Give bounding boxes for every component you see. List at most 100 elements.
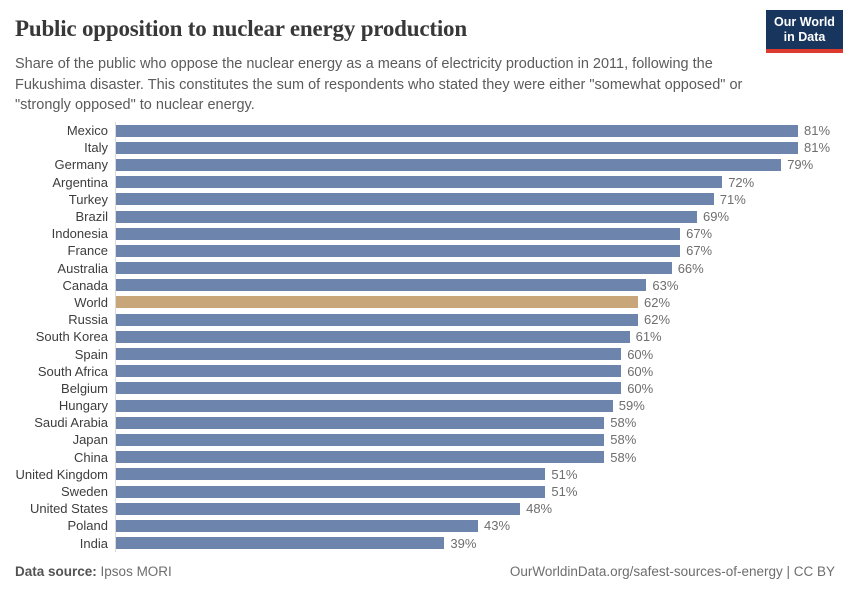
bar-track: 58% — [115, 448, 835, 466]
bar-value: 43% — [484, 518, 511, 534]
bar — [116, 451, 605, 464]
row-label: World — [74, 294, 108, 310]
row-label: Mexico — [66, 123, 108, 139]
bar-track: 48% — [115, 500, 835, 518]
chart-row: Poland 43% — [15, 517, 835, 535]
bar — [116, 227, 681, 240]
bar-track: 71% — [115, 190, 835, 208]
bar-track: 81% — [115, 122, 835, 140]
row-label: Brazil — [75, 209, 108, 225]
row-label: France — [67, 243, 108, 259]
row-label: Belgium — [61, 380, 108, 396]
bar-track: 62% — [115, 311, 835, 329]
bar — [116, 399, 613, 412]
row-label: Spain — [74, 346, 108, 362]
bar-track: 60% — [115, 345, 835, 363]
bar — [116, 279, 647, 292]
bar — [116, 519, 478, 532]
bar — [116, 365, 622, 378]
bar-value: 51% — [551, 484, 578, 500]
row-label: South Korea — [35, 329, 108, 345]
row-label: India — [79, 535, 108, 551]
bar-track: 67% — [115, 225, 835, 243]
bar — [116, 141, 798, 154]
chart-row: Brazil 69% — [15, 207, 835, 226]
bar — [116, 210, 697, 223]
chart-row: China 58% — [15, 448, 835, 466]
row-label: Poland — [67, 518, 108, 534]
bar — [116, 158, 782, 171]
bar-track: 62% — [115, 293, 835, 312]
chart-row: Germany 79% — [15, 156, 835, 174]
bar-value: 58% — [610, 415, 637, 431]
bar-value: 62% — [644, 294, 671, 310]
chart-row: World 62% — [15, 293, 835, 312]
bar-track: 72% — [115, 173, 835, 191]
bar-track: 59% — [115, 397, 835, 415]
bar-track: 66% — [115, 259, 835, 277]
bar — [116, 244, 681, 257]
bar-value: 61% — [635, 329, 662, 345]
bar-track: 39% — [115, 534, 835, 552]
row-label: Sweden — [61, 484, 108, 500]
bar-track: 60% — [115, 379, 835, 397]
bar — [116, 193, 714, 206]
chart-row: Indonesia 67% — [15, 225, 835, 243]
datasource-label: Data source: — [15, 564, 97, 579]
chart-row: Sweden 51% — [15, 482, 835, 501]
chart-row: Mexico 81% — [15, 122, 835, 140]
bar-value: 59% — [618, 398, 645, 414]
bar-track: 51% — [115, 482, 835, 501]
bar — [116, 176, 723, 189]
bar-value: 58% — [610, 432, 637, 448]
chart-row: Australia 66% — [15, 259, 835, 277]
chart-row: Argentina 72% — [15, 173, 835, 191]
bar-value: 63% — [652, 277, 679, 293]
bar-chart: Mexico 81% Italy 81% Germany 79% Argentina 72% T… — [15, 122, 835, 552]
bar — [116, 330, 630, 343]
bar-track: 58% — [115, 431, 835, 449]
row-label: Saudi Arabia — [34, 415, 108, 431]
bar-value: 60% — [627, 363, 654, 379]
chart-row: Turkey 71% — [15, 190, 835, 208]
owid-logo-text-line2: in Data — [783, 29, 826, 44]
bar-track: 79% — [115, 156, 835, 174]
owid-logo[interactable]: Our World in Data — [766, 10, 843, 53]
bar — [116, 124, 798, 137]
bar-value: 39% — [450, 535, 477, 551]
chart-row: Japan 58% — [15, 431, 835, 449]
bar-track: 67% — [115, 242, 835, 260]
row-label: Argentina — [52, 174, 108, 190]
row-label: Indonesia — [51, 226, 108, 242]
chart-row: Russia 62% — [15, 311, 835, 329]
datasource: Data source: Ipsos MORI — [15, 564, 172, 579]
bar-value: 67% — [686, 226, 713, 242]
bar-track: 69% — [115, 207, 835, 226]
row-label: Turkey — [68, 191, 108, 207]
chart-row: Saudi Arabia 58% — [15, 414, 835, 432]
chart-row: India 39% — [15, 534, 835, 552]
chart-row: Canada 63% — [15, 276, 835, 294]
bar-track: 81% — [115, 139, 835, 157]
attribution-link[interactable]: OurWorldinData.org/safest-sources-of-ene… — [509, 564, 835, 579]
bar-value: 48% — [526, 501, 553, 517]
chart-row: United Kingdom 51% — [15, 465, 835, 483]
chart-row: Belgium 60% — [15, 379, 835, 397]
bar — [116, 262, 672, 275]
bar — [116, 382, 622, 395]
bar — [116, 468, 546, 481]
row-label: Hungary — [58, 398, 108, 414]
bar-value: 81% — [804, 140, 831, 156]
row-label: China — [74, 449, 108, 465]
row-label: South Africa — [37, 363, 108, 379]
bar-value: 79% — [787, 157, 814, 173]
row-label: Japan — [72, 432, 108, 448]
row-label: Russia — [68, 312, 108, 328]
chart-row: Hungary 59% — [15, 397, 835, 415]
bar — [116, 537, 445, 550]
bar-highlight — [116, 296, 638, 309]
bar-track: 43% — [115, 517, 835, 535]
bar-value: 72% — [728, 174, 755, 190]
row-label: United Kingdom — [15, 466, 109, 482]
